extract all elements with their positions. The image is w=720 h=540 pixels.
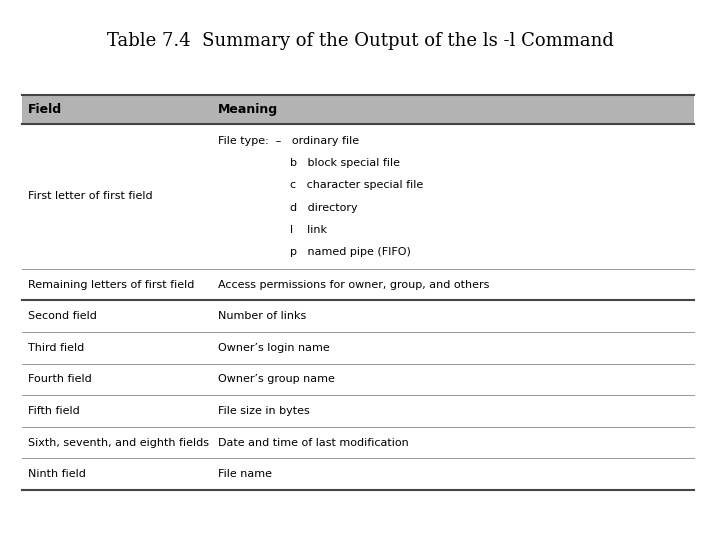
Text: Ninth field: Ninth field [28, 469, 86, 479]
Text: Owner’s group name: Owner’s group name [218, 374, 335, 384]
Text: Remaining letters of first field: Remaining letters of first field [28, 280, 194, 289]
Text: Second field: Second field [28, 311, 97, 321]
Text: d   directory: d directory [290, 202, 358, 213]
Text: c   character special file: c character special file [290, 180, 423, 190]
Text: File name: File name [218, 469, 272, 479]
Text: Sixth, seventh, and eighth fields: Sixth, seventh, and eighth fields [28, 437, 209, 448]
Text: b   block special file: b block special file [290, 158, 400, 168]
Text: Field: Field [28, 103, 62, 116]
Bar [22, 95, 694, 124]
Text: Fourth field: Fourth field [28, 374, 91, 384]
Text: Access permissions for owner, group, and others: Access permissions for owner, group, and… [218, 280, 490, 289]
Text: Table 7.4  Summary of the Output of the ls -l Command: Table 7.4 Summary of the Output of the l… [107, 32, 613, 50]
Text: p   named pipe (FIFO): p named pipe (FIFO) [290, 247, 411, 257]
Text: Owner’s login name: Owner’s login name [218, 343, 330, 353]
Text: File type:  –   ordinary file: File type: – ordinary file [218, 136, 359, 146]
Text: Third field: Third field [28, 343, 84, 353]
Text: File size in bytes: File size in bytes [218, 406, 310, 416]
Text: l    link: l link [290, 225, 327, 235]
Text: First letter of first field: First letter of first field [28, 191, 153, 201]
Text: Date and time of last modification: Date and time of last modification [218, 437, 409, 448]
Text: Fifth field: Fifth field [28, 406, 80, 416]
Text: Meaning: Meaning [218, 103, 278, 116]
Text: Number of links: Number of links [218, 311, 306, 321]
